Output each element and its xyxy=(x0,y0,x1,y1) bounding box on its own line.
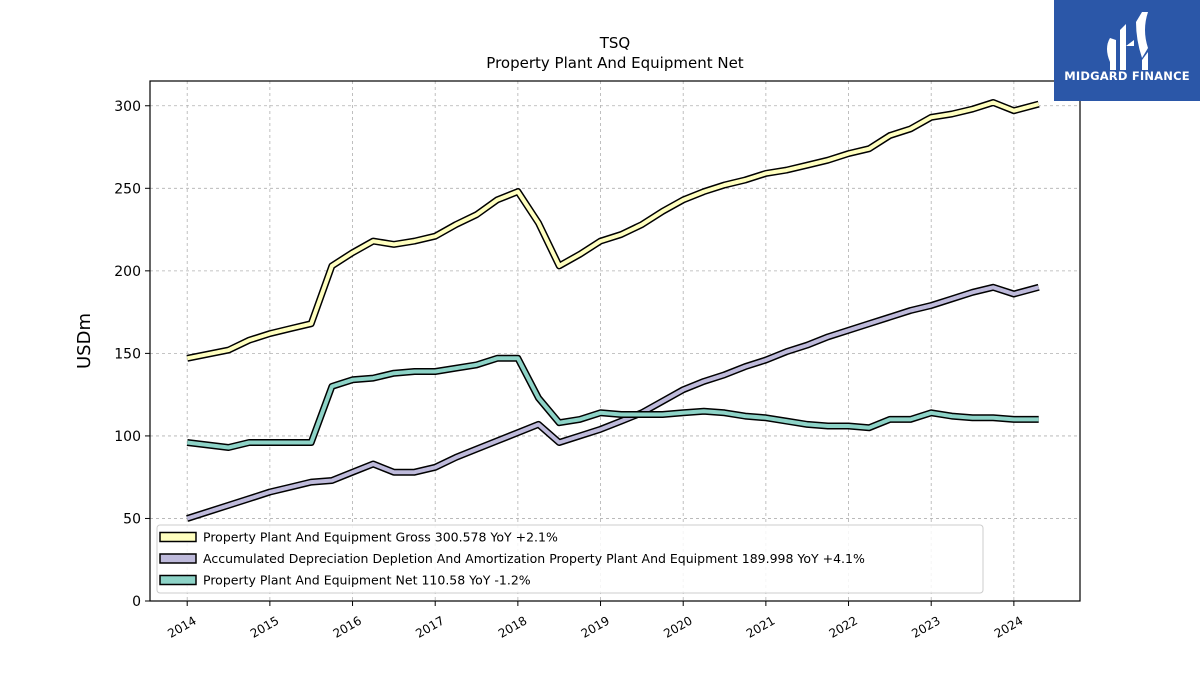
midgard-finance-logo: MIDGARD FINANCE xyxy=(1054,0,1200,101)
legend-label: Property Plant And Equipment Net 110.58 … xyxy=(203,573,531,588)
legend-swatch xyxy=(159,553,197,564)
x-tick-label: 2018 xyxy=(496,613,529,640)
legend-label: Accumulated Depreciation Depletion And A… xyxy=(203,551,865,566)
series-0 xyxy=(186,99,1040,362)
y-ticks: 0 50 100 150 200 250 300 xyxy=(114,99,150,610)
x-tick-label: 2020 xyxy=(661,613,694,640)
y-axis-label: USDm xyxy=(74,313,95,369)
legend-swatch xyxy=(159,574,197,586)
x-tick-label: 2019 xyxy=(579,613,612,640)
y-tick-label: 0 xyxy=(132,594,141,610)
x-tick-label: 2015 xyxy=(248,613,281,640)
logo-mark-icon xyxy=(1107,12,1148,70)
legend-label: Property Plant And Equipment Gross 300.5… xyxy=(203,530,558,545)
chart-title: TSQ xyxy=(599,34,631,52)
logo-text: MIDGARD FINANCE xyxy=(1064,69,1190,83)
legend: Property Plant And Equipment Gross 300.5… xyxy=(156,524,984,594)
x-tick-label: 2017 xyxy=(413,613,446,640)
y-tick-label: 200 xyxy=(114,264,141,280)
y-tick-label: 300 xyxy=(114,99,141,115)
series-line xyxy=(186,356,1039,450)
x-tick-label: 2023 xyxy=(909,613,942,640)
series-layer xyxy=(186,99,1040,522)
y-tick-label: 50 xyxy=(123,511,141,527)
x-tick-label: 2014 xyxy=(165,613,198,640)
legend-box xyxy=(156,524,984,594)
series-2 xyxy=(186,354,1039,451)
chart-subtitle: Property Plant And Equipment Net xyxy=(486,54,743,72)
y-tick-label: 250 xyxy=(114,181,141,197)
series-line-outline xyxy=(186,99,1040,362)
legend-swatch xyxy=(159,531,197,543)
series-1 xyxy=(186,283,1040,522)
series-line xyxy=(186,285,1040,521)
y-tick-label: 100 xyxy=(114,429,141,445)
plot-frame xyxy=(149,80,1081,602)
y-tick-label: 150 xyxy=(114,346,141,362)
series-line xyxy=(186,100,1040,361)
x-tick-label: 2021 xyxy=(744,613,777,640)
x-ticks: 2014 2015 2016 2017 2018 2019 2020 2021 2022 2023… xyxy=(165,601,1025,641)
x-tick-label: 2024 xyxy=(992,613,1025,640)
x-tick-label: 2016 xyxy=(331,613,364,640)
grid xyxy=(150,81,1080,602)
x-tick-label: 2022 xyxy=(827,613,860,640)
